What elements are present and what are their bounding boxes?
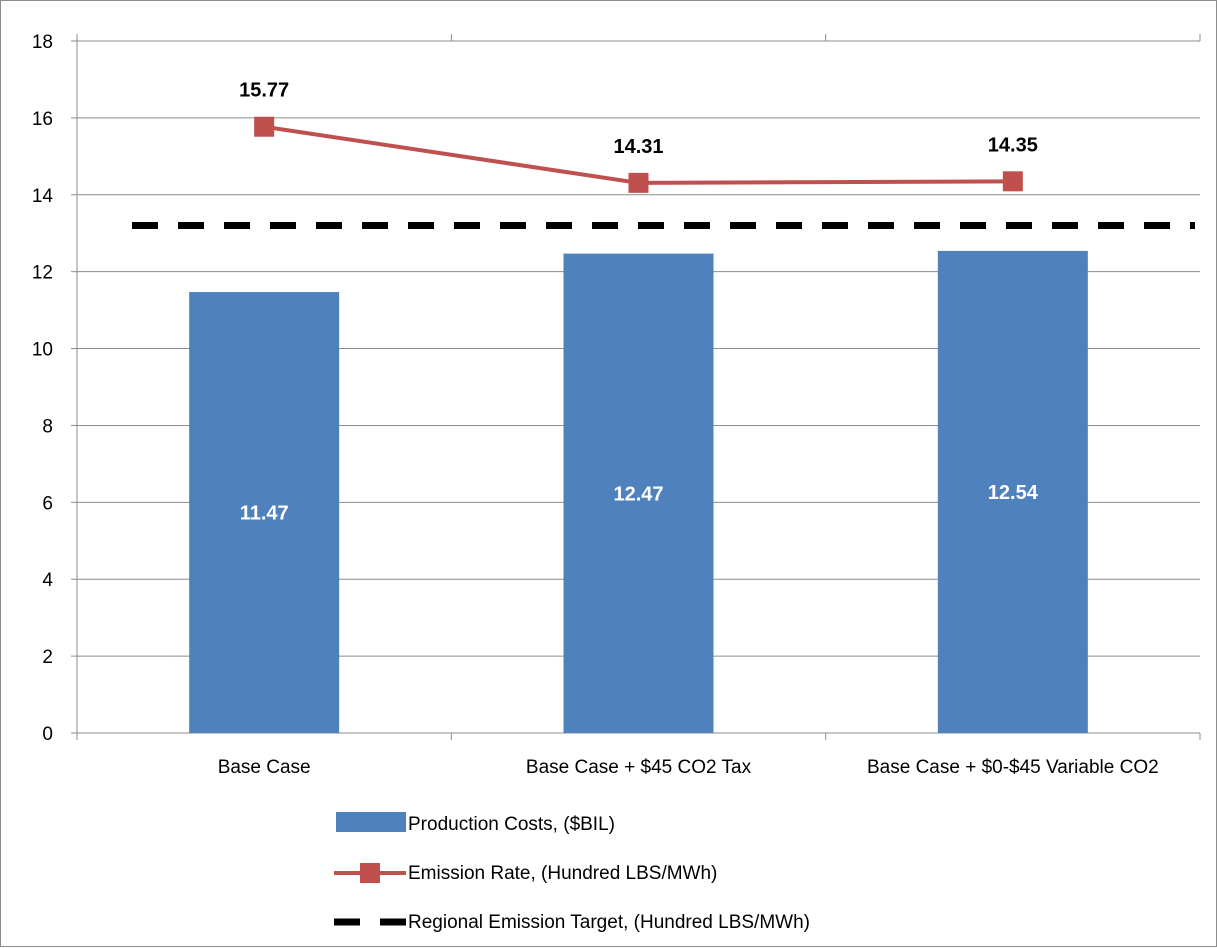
y-tick-label: 8 (42, 416, 53, 437)
point-value-label: 14.35 (988, 134, 1038, 156)
y-tick-label: 16 (32, 109, 53, 130)
line-point-marker (628, 172, 649, 193)
x-tick-label: Base Case + $45 CO2 Tax (526, 757, 752, 778)
y-tick-label: 10 (32, 340, 53, 361)
y-tick-label: 14 (32, 186, 54, 207)
x-tick-label: Base Case + $0-$45 Variable CO2 (867, 757, 1159, 778)
legend-label: Production Costs, ($BIL) (408, 814, 615, 835)
bar-value-label: 12.47 (613, 483, 663, 505)
legend-label: Emission Rate, (Hundred LBS/MWh) (408, 863, 717, 884)
legend-swatch-bar (336, 812, 406, 832)
y-tick-label: 0 (42, 724, 53, 745)
bar-value-label: 11.47 (240, 503, 289, 525)
bar-series (189, 250, 1088, 733)
y-tick-label: 12 (32, 263, 53, 284)
point-value-label: 14.31 (613, 136, 663, 158)
bar (563, 253, 714, 733)
bar (937, 250, 1088, 733)
line-point-marker (254, 116, 275, 137)
legend: Production Costs, ($BIL) Emission Rate, (… (334, 812, 810, 933)
data-labels: 11.47 12.47 12.54 15.77 14.31 14.35 (239, 80, 1039, 525)
line-point-marker (1002, 171, 1023, 192)
y-tick-label: 2 (42, 647, 53, 668)
x-tick-label: Base Case (218, 757, 311, 778)
y-tick-label: 18 (32, 32, 53, 53)
bar (189, 292, 340, 733)
y-tick-label: 4 (42, 570, 53, 591)
y-tick-label: 6 (42, 493, 53, 514)
legend-label: Regional Emission Target, (Hundred LBS/M… (408, 912, 810, 933)
point-value-label: 15.77 (239, 80, 289, 102)
line-series (254, 116, 1023, 193)
legend-swatch-marker (360, 863, 380, 883)
bar-value-label: 12.54 (988, 482, 1039, 504)
